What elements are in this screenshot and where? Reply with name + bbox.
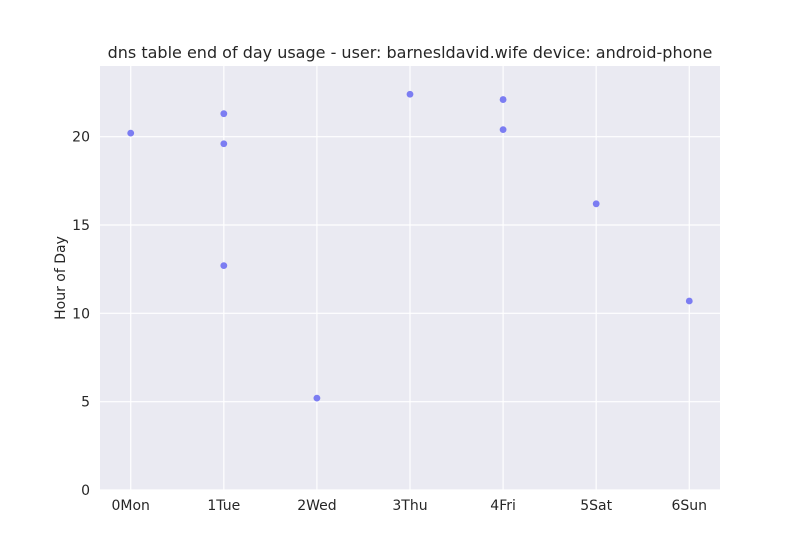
data-point (685, 297, 693, 305)
data-point (592, 200, 600, 208)
y-tick-labels: 0 5 10 15 20 (72, 130, 90, 499)
x-tick-label: 1Tue (207, 498, 240, 514)
chart-title: dns table end of day usage - user: barne… (108, 43, 713, 62)
data-point (127, 129, 135, 137)
x-tick-label: 3Thu (392, 498, 427, 514)
data-point (499, 96, 507, 103)
y-tick-label: 15 (72, 218, 90, 234)
x-tick-label: 4Fri (490, 498, 516, 514)
y-tick-label: 20 (72, 130, 90, 146)
x-tick-label: 0Mon (112, 498, 150, 514)
y-tick-label: 0 (81, 483, 90, 499)
data-point (220, 110, 228, 118)
data-point (313, 394, 321, 402)
x-tick-label: 2Wed (297, 498, 336, 514)
x-tick-label: 5Sat (580, 498, 612, 514)
data-point (406, 90, 414, 98)
grid-lines (100, 66, 720, 491)
x-tick-labels: 0Mon 1Tue 2Wed 3Thu 4Fri 5Sat 6Sun (112, 498, 708, 514)
y-tick-label: 5 (81, 395, 90, 411)
y-tick-label: 10 (72, 306, 90, 322)
data-point (220, 262, 228, 270)
data-point (220, 140, 228, 148)
x-tick-label: 6Sun (672, 498, 708, 514)
y-axis-label: Hour of Day (53, 236, 69, 320)
data-points (127, 90, 693, 402)
data-point (499, 126, 507, 133)
